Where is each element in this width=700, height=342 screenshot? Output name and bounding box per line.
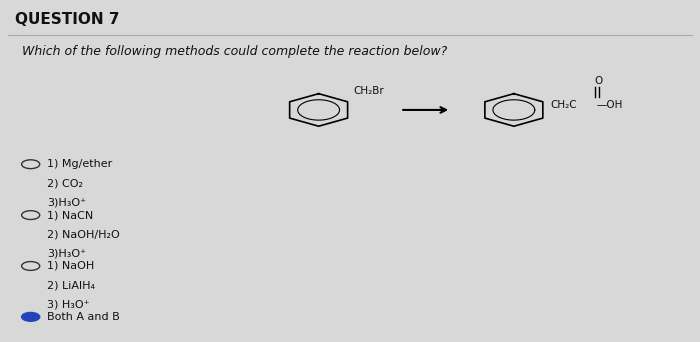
Text: Which of the following methods could complete the reaction below?: Which of the following methods could com… <box>22 45 447 58</box>
Text: 3)H₃O⁺: 3)H₃O⁺ <box>47 198 85 208</box>
Text: Both A and B: Both A and B <box>47 312 120 322</box>
Text: 1) NaCN: 1) NaCN <box>47 210 93 220</box>
Text: 3) H₃O⁺: 3) H₃O⁺ <box>47 300 89 310</box>
Text: 2) LiAlH₄: 2) LiAlH₄ <box>47 280 94 290</box>
Text: 1) Mg/ether: 1) Mg/ether <box>47 159 112 169</box>
Text: QUESTION 7: QUESTION 7 <box>15 12 120 27</box>
Circle shape <box>22 313 40 321</box>
Text: CH₂Br: CH₂Br <box>354 86 384 96</box>
Text: —OH: —OH <box>596 100 622 110</box>
Text: CH₂C: CH₂C <box>550 100 577 110</box>
Text: 2) CO₂: 2) CO₂ <box>47 179 83 188</box>
Text: 1) NaOH: 1) NaOH <box>47 261 94 271</box>
Text: O: O <box>595 76 603 86</box>
Text: 2) NaOH/H₂O: 2) NaOH/H₂O <box>47 229 120 239</box>
Text: 3)H₃O⁺: 3)H₃O⁺ <box>47 249 85 259</box>
